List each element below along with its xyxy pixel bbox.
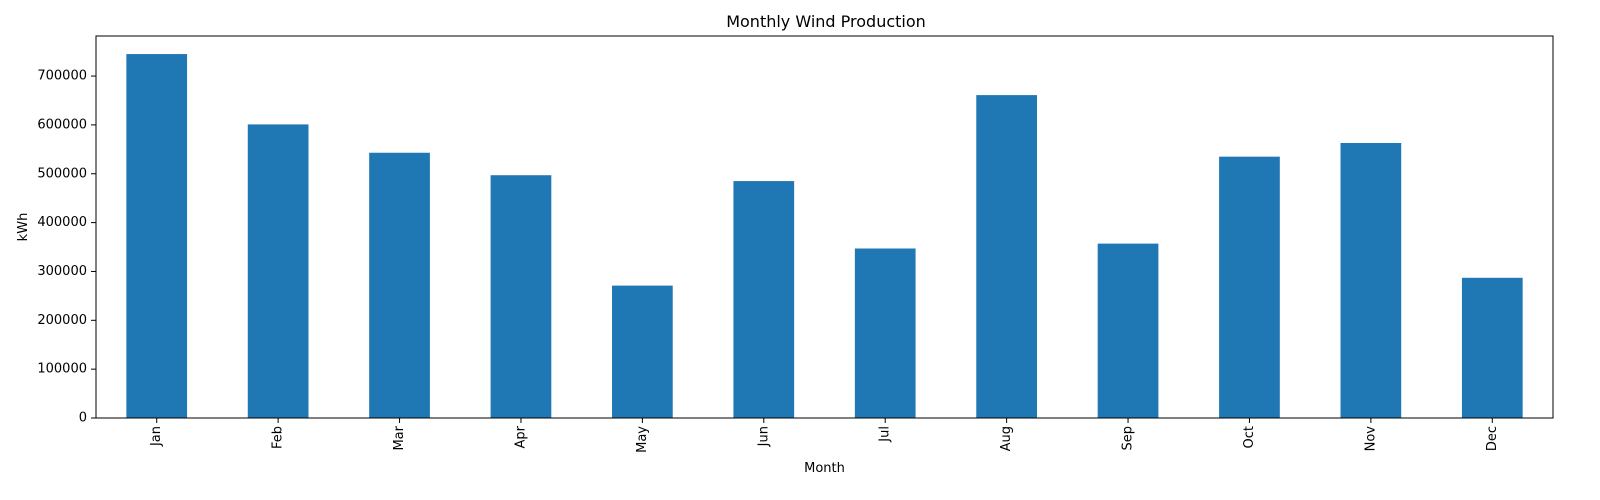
y-tick-label: 500000	[37, 166, 87, 181]
y-tick-label: 400000	[37, 215, 87, 230]
bar-jan	[126, 54, 188, 419]
bar-jul	[854, 248, 916, 418]
bar-aug	[976, 95, 1037, 418]
y-tick-label: 700000	[37, 69, 87, 84]
x-tick-label: Jun	[756, 426, 771, 447]
x-tick-label: Nov	[1363, 426, 1378, 452]
x-axis-ticks: Jan Feb Mar Apr May Jun Jul Aug Sep Oct Nov Dec	[149, 418, 1500, 453]
bar-mar	[369, 152, 430, 418]
x-tick-label: Apr	[513, 425, 528, 448]
bar-oct	[1219, 156, 1280, 418]
x-tick-label: Oct	[1242, 426, 1257, 448]
x-axis-label: Month	[804, 461, 845, 476]
bar-feb	[247, 124, 309, 419]
bar-may	[612, 285, 673, 418]
plot-frame	[95, 35, 1554, 419]
x-tick-label: Mar	[392, 425, 407, 450]
x-tick-label: Dec	[1485, 426, 1500, 451]
bars-group	[126, 54, 1523, 419]
x-tick-label: Jan	[149, 426, 164, 447]
bar-jun	[733, 181, 795, 418]
bar-apr	[490, 175, 552, 418]
x-tick-label: Sep	[1121, 426, 1136, 451]
y-tick-label: 600000	[37, 117, 87, 132]
chart-title: Monthly Wind Production	[726, 12, 926, 31]
bar-sep	[1097, 243, 1159, 418]
x-tick-label: May	[635, 426, 650, 453]
x-tick-label: Jul	[878, 426, 893, 443]
y-tick-label: 200000	[37, 313, 87, 328]
x-tick-label: Feb	[271, 426, 286, 449]
y-axis-ticks: 0 100000 200000 300000 400000 500000 600000 700…	[37, 69, 96, 426]
bar-nov	[1340, 142, 1402, 418]
y-axis-label: kWh	[16, 213, 31, 242]
bar-dec	[1461, 277, 1523, 418]
y-tick-label: 0	[79, 411, 87, 426]
x-tick-label: Aug	[999, 426, 1014, 451]
y-tick-label: 100000	[37, 362, 87, 377]
y-tick-label: 300000	[37, 264, 87, 279]
